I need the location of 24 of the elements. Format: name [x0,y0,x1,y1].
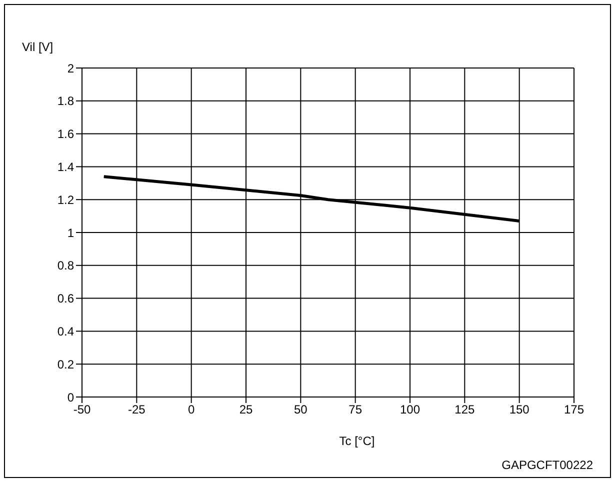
y-tick-label: 0.4 [57,324,74,338]
y-tick-label: 0 [67,390,74,404]
y-tick-label: 1.4 [57,160,74,174]
y-tick-label: 1.6 [57,127,74,142]
y-tick-label: 0.6 [57,292,74,306]
x-tick-label: 100 [400,402,420,417]
y-tick-label: 0.2 [57,357,74,372]
x-tick-label: 0 [188,402,195,417]
x-tick-label: 150 [509,402,530,417]
x-tick-label: -50 [73,402,91,417]
x-tick-label: 25 [239,402,253,417]
x-tick-label: 75 [348,402,362,417]
x-tick-label: 125 [454,402,475,417]
x-tick-label: 175 [564,402,584,417]
text: GAPGCFT00222 [502,458,593,472]
y-tick-label: 1.8 [57,94,74,108]
y-axis-title: Vil [V] [22,40,54,54]
y-tick-label: 1.2 [57,192,74,207]
x-axis-title: Tc [°C] [338,434,376,448]
y-tick-label: 2 [67,61,74,76]
x-tick-label: 50 [294,402,308,417]
y-tick-label: 1 [67,226,74,240]
x-tick-label: -25 [128,402,146,417]
y-tick-label: 0.8 [57,258,74,273]
